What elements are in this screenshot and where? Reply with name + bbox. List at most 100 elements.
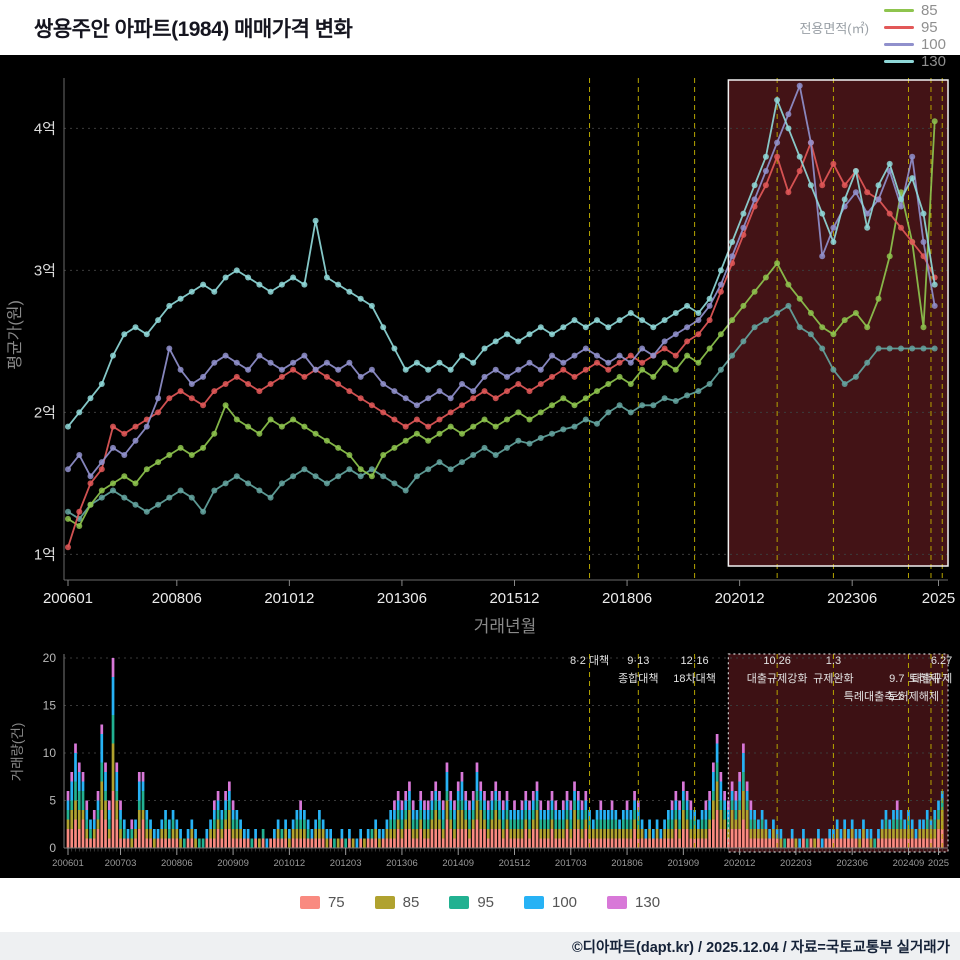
policy-annotation: 1.3 (826, 655, 841, 667)
legend-item-85[interactable]: 85 (883, 2, 946, 19)
policy-annotation: 특례대출축소 (844, 690, 905, 703)
price-series-100 (65, 82, 938, 480)
legend-item-75[interactable]: 75 (884, 0, 946, 2)
volume-x-tick: 201703 (555, 858, 587, 869)
legend-swatch (449, 896, 470, 909)
legend-swatch (883, 60, 914, 63)
volume-x-tick: 202306 (836, 858, 868, 869)
footer: 75 85 95 100 130 ©디아파트(dapt.kr) / 2025.12.04… (0, 878, 960, 960)
legend-label: 75 (921, 0, 938, 2)
volume-y-tick: 0 (49, 841, 56, 855)
price-x-tick: 2025 (922, 590, 955, 607)
legend-item-130[interactable]: 130 (883, 53, 946, 70)
policy-annotation: 9·13 (627, 655, 649, 667)
legend-item-100[interactable]: 100 (524, 894, 577, 911)
price-x-tick: 201806 (602, 590, 652, 607)
price-x-tick: 202306 (827, 590, 877, 607)
legend-item-100[interactable]: 100 (883, 36, 946, 53)
legend-label: 95 (477, 894, 494, 911)
volume-x-tick: 200806 (161, 858, 193, 869)
volume-x-tick: 202012 (724, 858, 756, 869)
price-x-tick: 200601 (43, 590, 93, 607)
policy-annotation: 18차대책 (673, 672, 716, 685)
price-y-axis-title: 평균가(원) (6, 300, 24, 370)
policy-annotation: 10.26 (763, 655, 791, 667)
policy-annotation: 규제완화 (813, 672, 853, 685)
price-y-tick: 2억 (34, 404, 56, 421)
price-y-tick: 1억 (34, 546, 56, 563)
volume-x-tick: 201409 (442, 858, 474, 869)
legend-label: 100 (920, 36, 946, 53)
volume-chart[interactable]: 0 5 10 15 20 8·2 대책 9·13 종합대책 12·16 18차대책 10.26 대출규… (0, 648, 960, 878)
credit-text: ©디아파트(dapt.kr) / 2025.12.04 / 자료=국토교통부 실… (571, 939, 950, 956)
price-series-75 (65, 302, 938, 522)
legend-label: 75 (327, 894, 345, 911)
page-title: 쌍용주안 아파트(1984) 매매가격 변화 (34, 17, 353, 41)
legend-swatch (883, 26, 914, 29)
legend-swatch (524, 896, 544, 909)
volume-y-axis-title: 거래량(건) (10, 723, 25, 782)
legend-swatch (299, 896, 320, 909)
legend-label: 85 (920, 2, 938, 19)
policy-annotation: 대출규제 (912, 672, 952, 685)
volume-x-tick: 200601 (52, 858, 84, 869)
legend-item-95[interactable]: 95 (883, 19, 946, 36)
price-x-tick: 202012 (715, 590, 765, 607)
policy-annotation: 토허제해제 (888, 689, 939, 703)
legend-swatch (883, 9, 914, 12)
price-x-axis-title: 거래년월 (474, 617, 537, 636)
policy-annotation: 종합대책 (618, 672, 658, 685)
price-x-tick: 201512 (489, 590, 539, 607)
price-x-tick: 201012 (264, 590, 314, 607)
policy-annotation: 12·16 (681, 655, 709, 667)
legend-swatch (883, 43, 914, 46)
price-y-tick: 4억 (34, 120, 56, 137)
price-series-130 (65, 96, 938, 430)
volume-x-tick: 200909 (217, 858, 249, 869)
policy-annotation: 대출규제강화 (747, 672, 808, 685)
policy-annotation: 9.7 (889, 673, 904, 685)
policy-annotation: 토허제 (909, 672, 939, 685)
price-series-85 (65, 118, 938, 529)
area-legend-title: 전용면적(㎡) (799, 21, 869, 36)
volume-x-tick: 201806 (611, 858, 643, 869)
volume-y-tick: 10 (43, 746, 57, 760)
volume-x-tick: 2025 (928, 858, 949, 869)
volume-y-tick: 5 (49, 794, 56, 808)
legend-swatch (607, 896, 628, 909)
legend-item-95[interactable]: 95 (449, 894, 494, 911)
volume-y-tick: 15 (43, 699, 57, 713)
legend-label: 85 (402, 894, 420, 911)
volume-x-tick: 202409 (893, 858, 925, 869)
legend-label: 130 (635, 894, 661, 911)
volume-x-tick: 201306 (386, 858, 418, 869)
price-y-tick: 3억 (34, 262, 56, 279)
volume-x-tick: 200703 (105, 858, 137, 869)
legend-label: 100 (552, 894, 578, 911)
policy-annotation: 6.27 (931, 655, 952, 667)
volume-x-tick: 201909 (667, 858, 699, 869)
zoom-region-border[interactable] (727, 79, 949, 567)
price-x-tick: 201306 (377, 590, 427, 607)
legend-label: 130 (920, 53, 946, 70)
legend-item-75[interactable]: 75 (299, 894, 345, 911)
price-x-tick: 200806 (152, 590, 202, 607)
legend-item-85[interactable]: 85 (374, 894, 420, 911)
volume-x-tick: 201012 (274, 858, 306, 869)
policy-annotation: 8·2 대책 (570, 654, 609, 667)
legend-item-130[interactable]: 130 (607, 894, 660, 911)
volume-y-tick: 20 (43, 651, 57, 665)
legend-label: 95 (920, 19, 938, 36)
volume-x-tick: 201203 (330, 858, 362, 869)
volume-x-tick: 202203 (780, 858, 812, 869)
zoom-region-border[interactable] (727, 653, 949, 853)
credit-bar: ©디아파트(dapt.kr) / 2025.12.04 / 자료=국토교통부 실… (0, 932, 960, 960)
header: 쌍용주안 아파트(1984) 매매가격 변화 전용면적(㎡) 758595100… (0, 0, 960, 70)
volume-legend: 75 85 95 100 130 (0, 878, 960, 911)
volume-x-tick: 201512 (499, 858, 531, 869)
price-chart[interactable]: 1억 2억 3억 4억 200601 200806 201012 201306 201512 20… (0, 55, 960, 648)
legend-swatch (374, 896, 395, 909)
